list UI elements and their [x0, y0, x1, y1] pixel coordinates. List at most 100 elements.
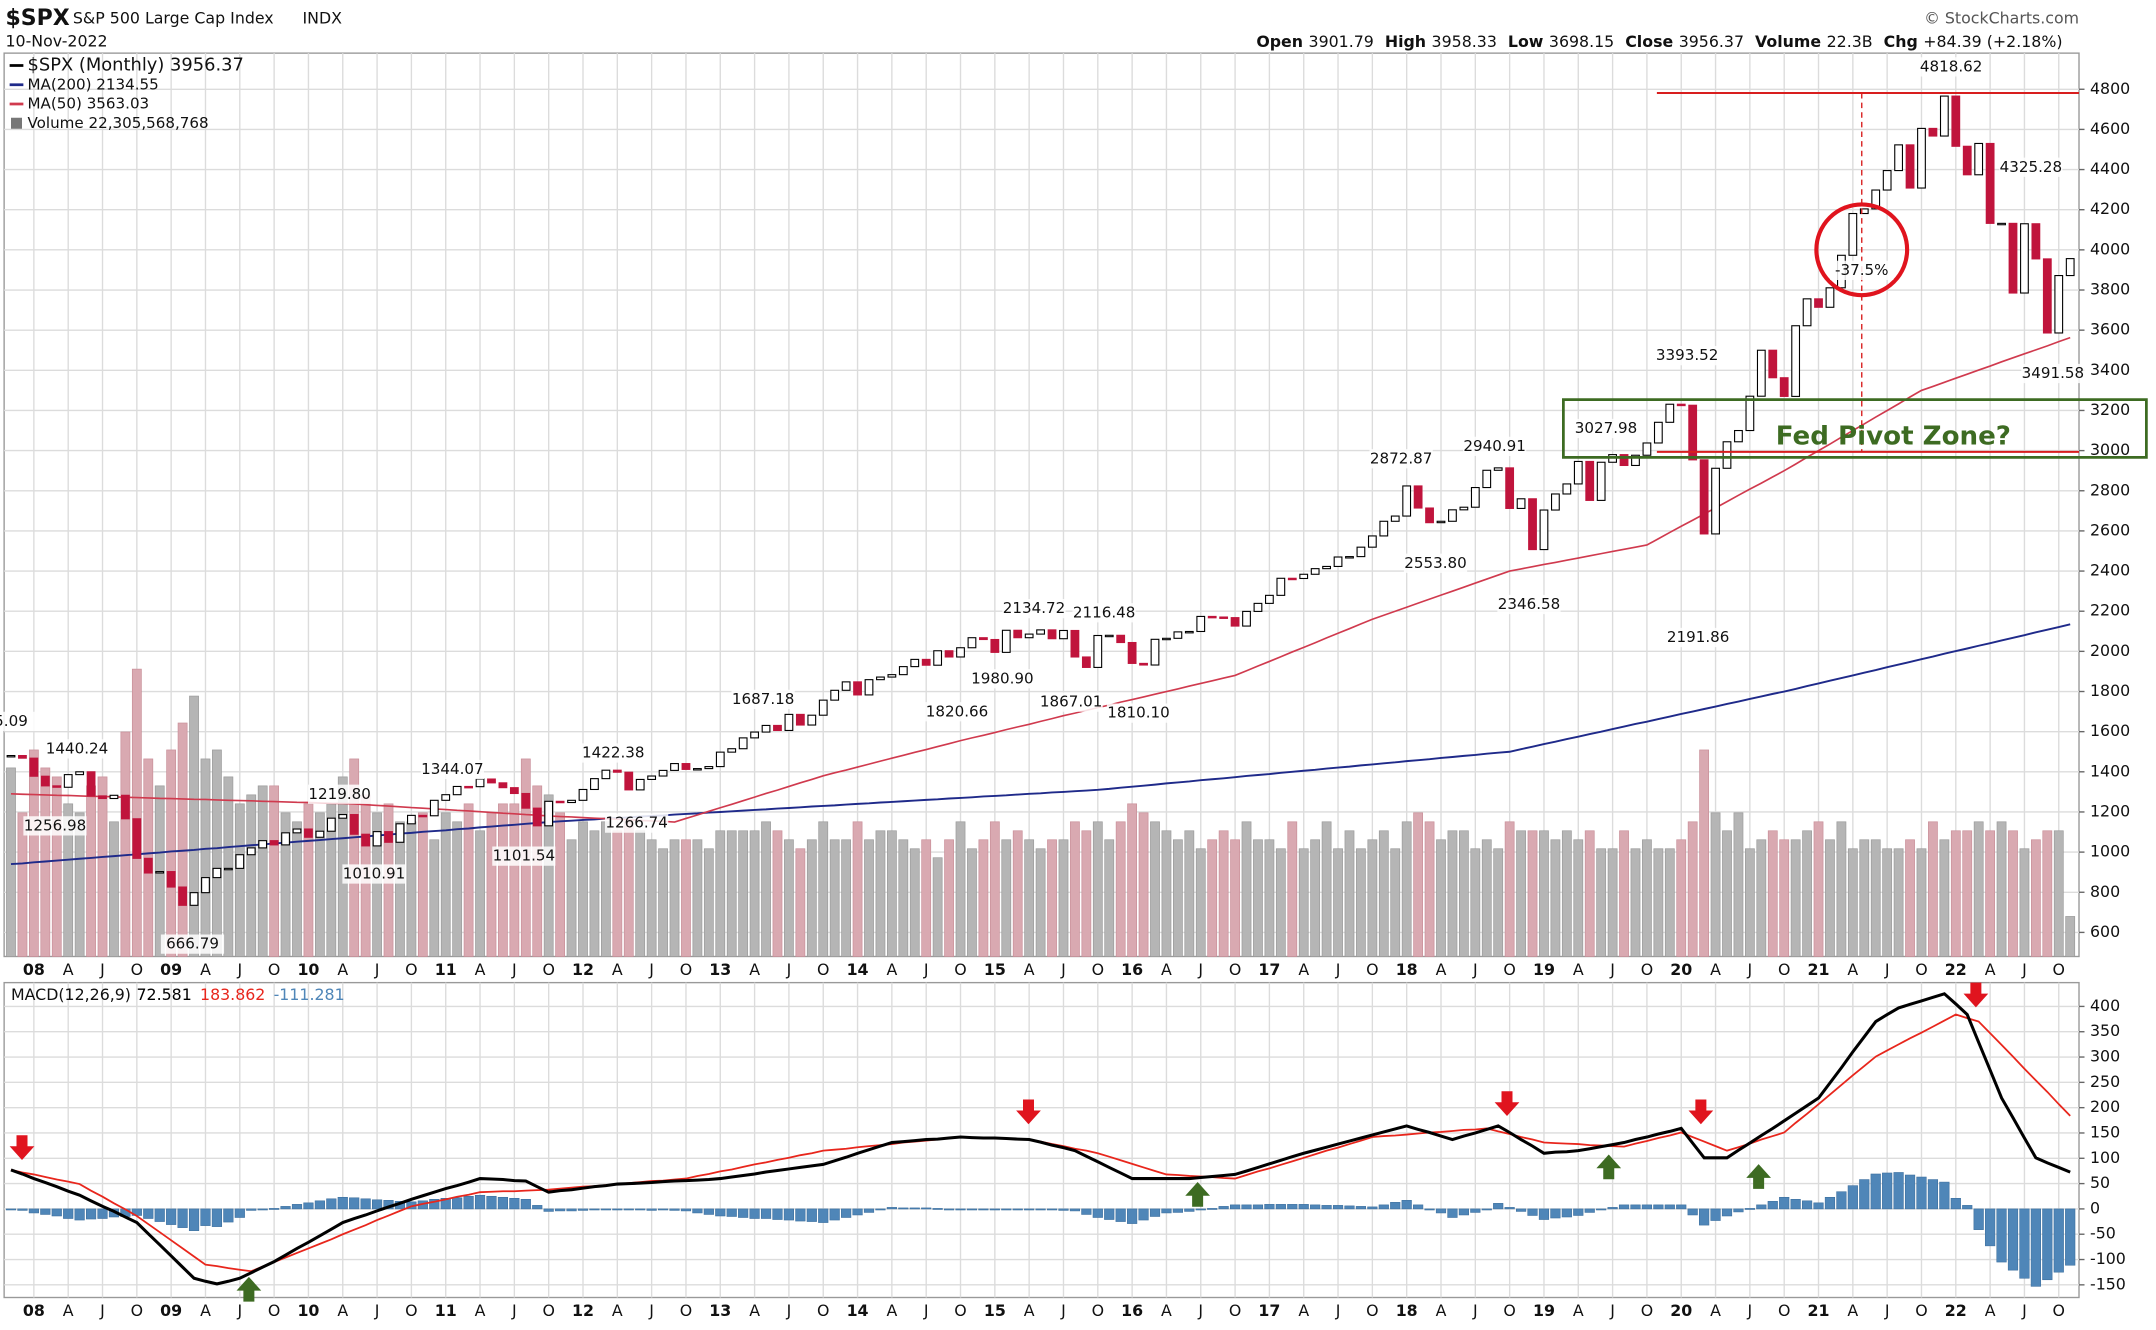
histogram-bar: [200, 1208, 211, 1226]
candle-body: [2020, 223, 2029, 294]
volume-bar: [1436, 839, 1446, 957]
x-tick-label: A: [63, 1301, 74, 1320]
annotation: 4818.62: [1920, 57, 1982, 75]
volume-bar: [303, 803, 314, 957]
volume-bar: [1802, 830, 1812, 957]
candle-body: [132, 818, 142, 859]
candle-body: [326, 817, 336, 832]
histogram-bar: [1287, 1204, 1298, 1210]
volume-bar: [97, 776, 108, 957]
histogram-bar: [1229, 1204, 1241, 1210]
x-tick-label: A: [1847, 960, 1858, 979]
legend-entry: MA(50) 3563.03: [28, 95, 150, 113]
histogram-bar: [726, 1208, 737, 1217]
macd-value: 72.581: [136, 985, 191, 1004]
x-tick-label: O: [1366, 1301, 1378, 1320]
y-tick-label: 2400: [2090, 561, 2130, 580]
histogram-bar: [257, 1208, 268, 1211]
candle-body: [727, 748, 737, 753]
x-tick-label: A: [200, 1301, 211, 1320]
annotation: 3393.52: [1656, 346, 1718, 364]
candle-body: [1802, 298, 1812, 327]
histogram-bar: [74, 1208, 85, 1221]
annotation: 2553.80: [1404, 554, 1466, 572]
y-tick-label: -150: [2090, 1274, 2126, 1293]
y-tick-label: 250: [2090, 1072, 2120, 1091]
candle-body: [1299, 573, 1309, 580]
candle-body: [1425, 507, 1434, 524]
y-tick-label: 150: [2090, 1122, 2120, 1141]
histogram-bar: [1058, 1208, 1069, 1211]
histogram-bar: [680, 1208, 692, 1212]
volume-bar: [1539, 830, 1549, 957]
x-tick-label: 19: [1533, 1301, 1555, 1320]
line: [10, 992, 2071, 1286]
volume-bar: [486, 812, 497, 957]
histogram-bar: [1001, 1208, 1012, 1211]
x-tick-label: 11: [435, 1301, 457, 1320]
volume-bar: [109, 821, 119, 957]
histogram-bar: [463, 1195, 474, 1210]
y-tick-label: 1200: [2090, 801, 2130, 820]
histogram-bar: [589, 1208, 600, 1211]
volume-bar: [612, 830, 623, 957]
x-tick-label: 08: [23, 960, 45, 979]
candle-body: [1894, 144, 1903, 172]
x-tick-label: A: [749, 960, 760, 979]
volume-bar: [1218, 830, 1229, 957]
y-tick-label: 3800: [2090, 280, 2130, 299]
volume-bar: [1458, 830, 1469, 957]
volume-bar: [177, 722, 188, 957]
x-tick-label: 17: [1258, 1301, 1280, 1320]
histogram-bar: [806, 1208, 817, 1222]
histogram-bar: [509, 1198, 520, 1210]
y-tick-label: 3400: [2090, 360, 2130, 379]
candle-body: [1116, 634, 1126, 644]
volume-bar: [921, 839, 932, 957]
candle-body: [1688, 404, 1698, 461]
volume-bar: [1378, 830, 1389, 957]
candle-body: [1676, 403, 1686, 407]
x-tick-label: 14: [847, 960, 869, 979]
candle-body: [1516, 498, 1526, 509]
annotation: 1980.90: [971, 669, 1033, 687]
histogram-bar: [1275, 1204, 1286, 1210]
volume-bar: [543, 794, 554, 957]
volume-bar: [74, 812, 85, 957]
annotation: -37.5%: [1835, 261, 1888, 279]
x-tick-label: J: [1060, 960, 1066, 979]
candle-body: [166, 871, 176, 888]
histogram-bar: [303, 1202, 314, 1210]
x-tick-label: A: [63, 960, 74, 979]
line: [10, 623, 2071, 866]
histogram-bar: [474, 1194, 486, 1210]
candle-body: [1070, 629, 1080, 658]
candle-body: [189, 892, 199, 906]
candle-body: [509, 787, 519, 795]
volume-bar: [886, 830, 897, 957]
candle-body: [1036, 629, 1045, 635]
candle-body: [418, 814, 428, 818]
volume-bar: [2019, 848, 2030, 957]
y-tick-label: 4000: [2090, 239, 2130, 258]
volume-bar: [681, 839, 691, 957]
histogram-bar: [1081, 1208, 1092, 1215]
highlight-circle: [1814, 202, 1910, 298]
x-tick-label: 09: [160, 960, 182, 979]
volume-bar: [2030, 839, 2041, 957]
histogram-bar: [349, 1197, 360, 1210]
histogram-bar: [1641, 1204, 1653, 1210]
y-tick-label: 4200: [2090, 199, 2130, 218]
volume-bar: [189, 695, 199, 957]
y-tick-label: 2600: [2090, 520, 2130, 539]
quote-value: 3698.15: [1549, 32, 1614, 51]
candle-body: [738, 737, 748, 750]
histogram-bar: [154, 1208, 165, 1222]
histogram-bar: [1218, 1206, 1229, 1210]
candle-body: [384, 831, 393, 843]
x-tick-label: 21: [1808, 1301, 1830, 1320]
annotation: 1440.24: [46, 739, 108, 757]
x-tick-label: O: [1229, 960, 1241, 979]
volume-bar: [28, 749, 39, 957]
histogram-bar: [452, 1197, 463, 1210]
